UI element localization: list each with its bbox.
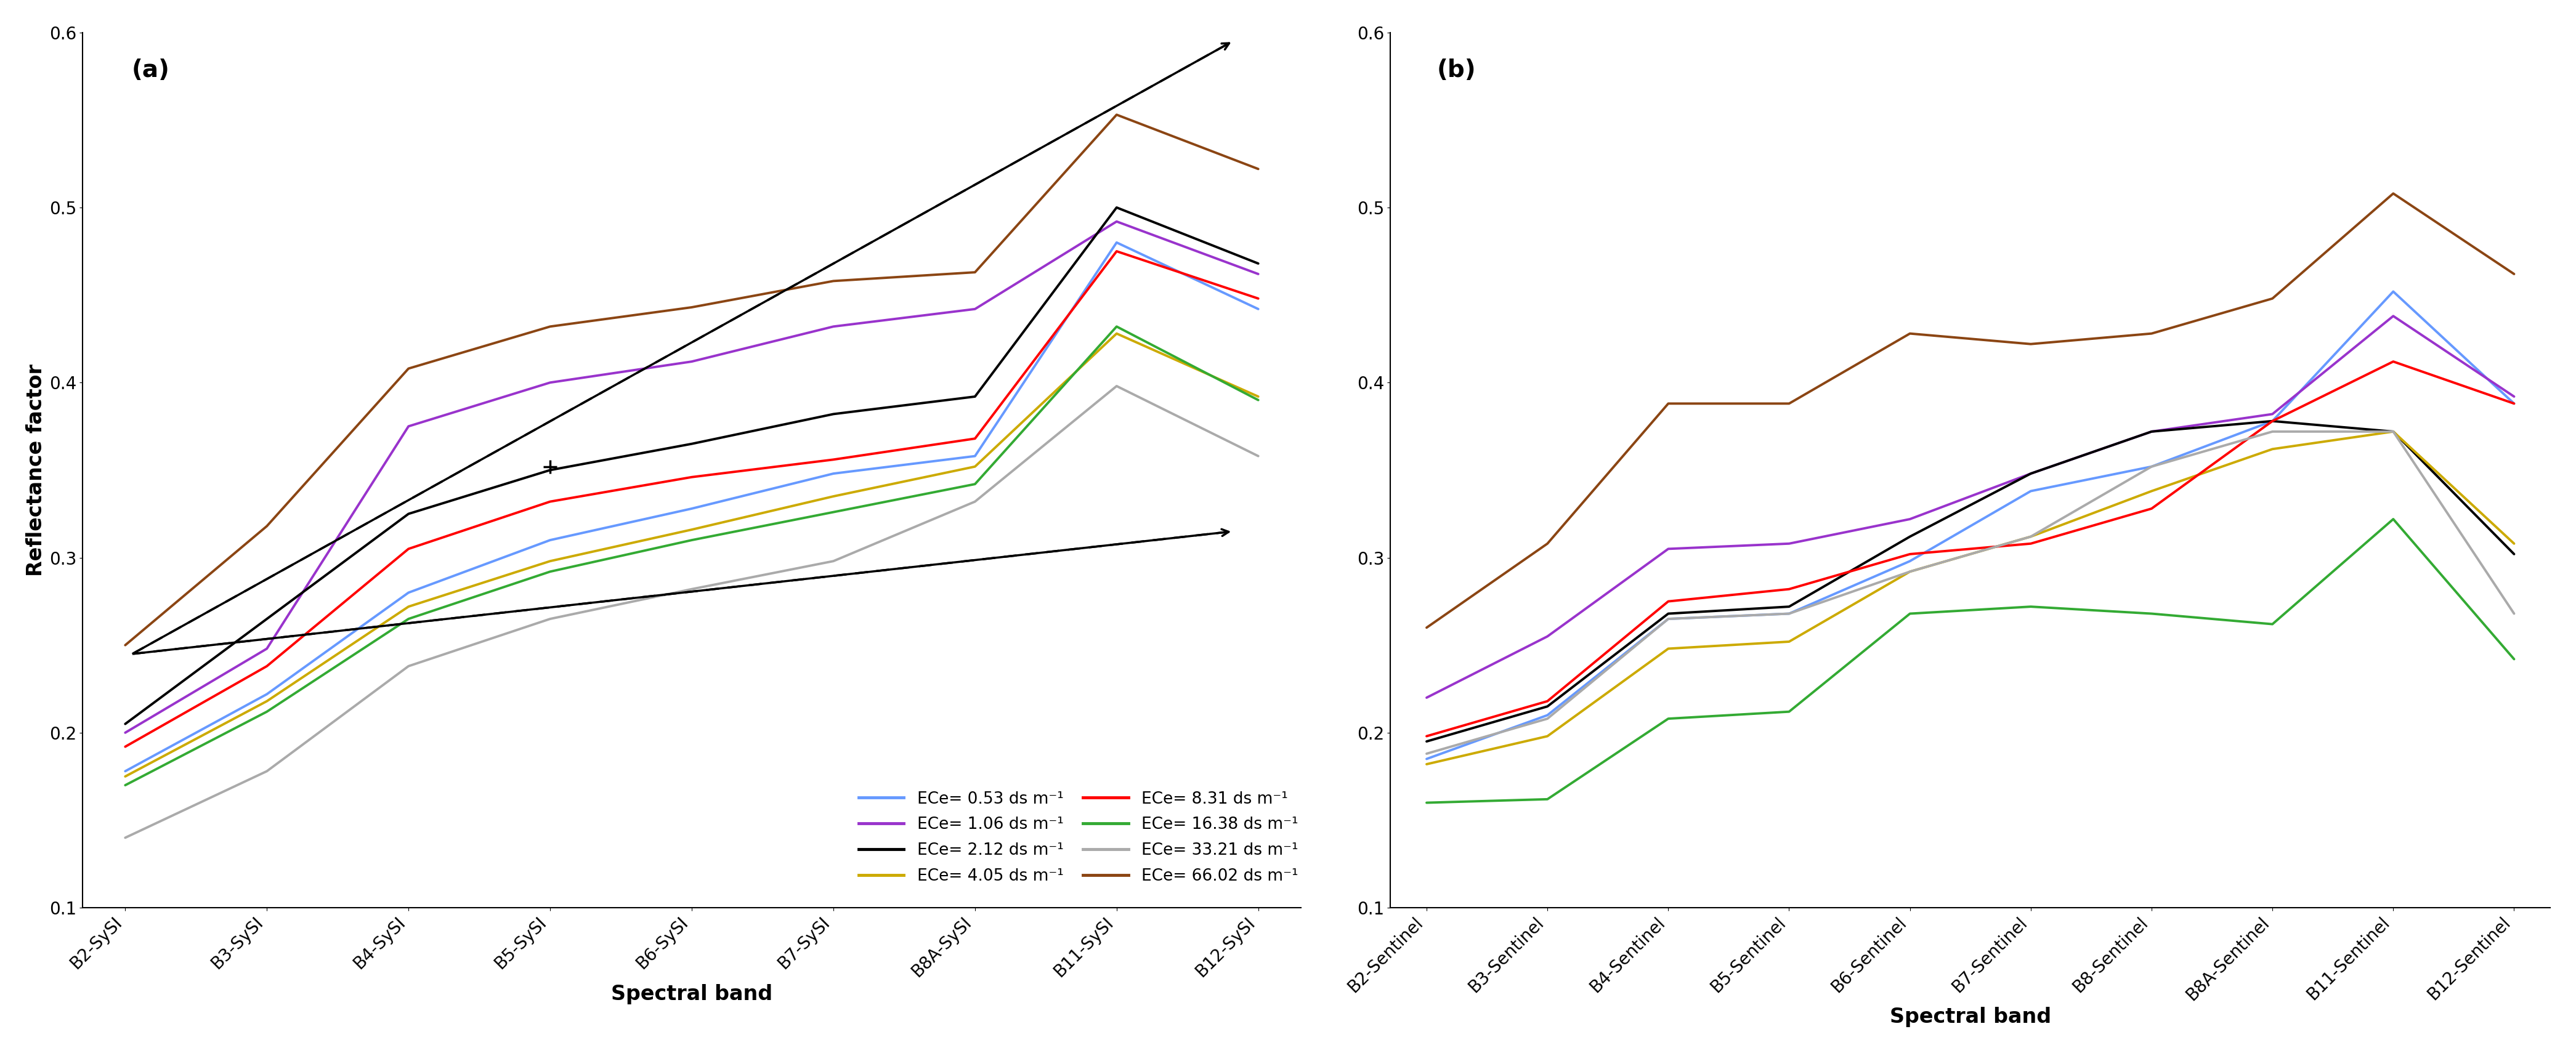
Text: (a): (a): [131, 59, 170, 82]
X-axis label: Spectral band: Spectral band: [611, 984, 773, 1005]
Legend: ECe= 0.53 ds m⁻¹, ECe= 1.06 ds m⁻¹, ECe= 2.12 ds m⁻¹, ECe= 4.05 ds m⁻¹, ECe= 8.3: ECe= 0.53 ds m⁻¹, ECe= 1.06 ds m⁻¹, ECe=…: [853, 784, 1306, 891]
Text: (b): (b): [1437, 59, 1476, 82]
Y-axis label: Reflectance factor: Reflectance factor: [26, 364, 46, 576]
X-axis label: Spectral band: Spectral band: [1891, 1007, 2050, 1028]
